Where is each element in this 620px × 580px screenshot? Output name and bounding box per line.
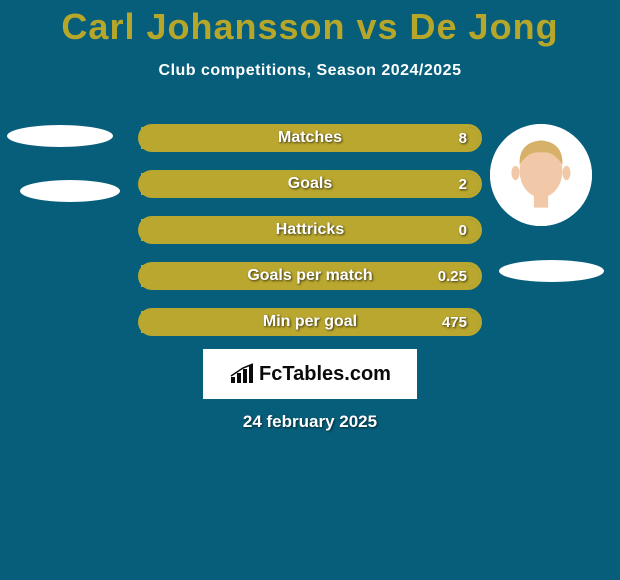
bar-chart-icon — [229, 363, 255, 385]
stat-fill-right — [141, 265, 479, 287]
branding-text: FcTables.com — [259, 363, 391, 386]
stat-value-right: 8 — [459, 130, 467, 147]
placeholder-ellipse — [499, 260, 604, 282]
stat-row: Goals2 — [138, 170, 482, 198]
stat-fill-right — [141, 219, 479, 241]
stat-value-right: 0.25 — [438, 268, 467, 285]
stat-row: Matches8 — [138, 124, 482, 152]
stat-row: Goals per match0.25 — [138, 262, 482, 290]
stat-value-right: 0 — [459, 222, 467, 239]
stat-fill-right — [141, 173, 479, 195]
placeholder-ellipse — [7, 125, 113, 147]
stat-value-right: 475 — [442, 314, 467, 331]
right-player-avatar — [490, 124, 592, 226]
page-title: Carl Johansson vs De Jong — [0, 0, 620, 48]
comparison-infographic: Carl Johansson vs De Jong Club competiti… — [0, 0, 620, 580]
stat-fill-right — [141, 311, 479, 333]
placeholder-ellipse — [20, 180, 120, 202]
subtitle: Club competitions, Season 2024/2025 — [0, 62, 620, 80]
stat-value-right: 2 — [459, 176, 467, 193]
stat-row: Min per goal475 — [138, 308, 482, 336]
stat-fill-right — [141, 127, 479, 149]
footer-date: 24 february 2025 — [0, 412, 620, 432]
branding-box: FcTables.com — [203, 349, 417, 399]
avatar-icon — [490, 124, 592, 226]
stat-row: Hattricks0 — [138, 216, 482, 244]
